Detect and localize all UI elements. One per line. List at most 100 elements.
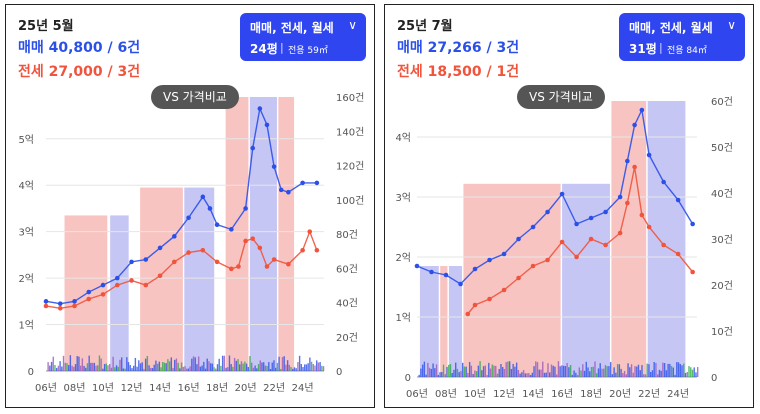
type-area-selector[interactable]: 매매, 전세, 월세 ∨ 24평 | 전용 59㎡ — [240, 13, 366, 61]
volume-bar — [616, 364, 619, 377]
volume-bar — [604, 365, 607, 377]
volume-bar — [61, 366, 63, 371]
volume-bar — [510, 368, 513, 377]
volume-bar — [632, 372, 634, 377]
volume-bar — [52, 356, 54, 371]
period-band-down — [647, 101, 686, 377]
type-area-selector[interactable]: 매매, 전세, 월세 ∨ 31평 | 전용 84㎡ — [619, 13, 745, 61]
volume-bar — [314, 365, 316, 371]
right-axis-tick-label: 10건 — [711, 326, 733, 338]
volume-bar — [146, 355, 149, 371]
volume-bar — [693, 367, 695, 377]
volume-bar — [124, 368, 126, 371]
x-axis-tick-label: 06년 — [35, 382, 57, 394]
volume-bar — [55, 367, 58, 371]
volume-bar — [643, 374, 645, 377]
volume-bar — [611, 374, 614, 377]
sale-price-point — [675, 197, 681, 203]
volume-bar — [488, 362, 490, 377]
volume-bar — [192, 356, 195, 371]
volume-bar — [503, 369, 506, 377]
chart-panel-july: 25년 7월 매매 27,266 / 3건 전세 18,500 / 1건 매매,… — [384, 4, 754, 408]
volume-bar — [107, 365, 109, 371]
volume-bar — [196, 364, 198, 371]
volume-bar — [254, 365, 256, 371]
vs-compare-button[interactable]: VS 가격비교 — [151, 85, 239, 109]
volume-bar — [162, 362, 164, 371]
sale-price-point — [574, 221, 579, 227]
x-axis-tick-label: 14년 — [522, 388, 544, 400]
vs-compare-button[interactable]: VS 가격비교 — [517, 85, 605, 109]
volume-bar — [292, 368, 294, 371]
x-axis-tick-label: 18년 — [580, 388, 602, 400]
volume-bar — [536, 362, 539, 377]
volume-bar — [576, 374, 579, 377]
sale-price-point — [250, 145, 256, 151]
sale-price-point — [646, 152, 652, 158]
volume-bar — [185, 368, 188, 371]
right-axis-tick-label: 60건 — [711, 96, 733, 108]
jeonse-price-point — [100, 292, 106, 297]
right-axis-tick-label: 50건 — [711, 142, 733, 154]
volume-bar — [441, 371, 443, 377]
volume-bar — [590, 367, 593, 377]
volume-bar — [64, 362, 66, 371]
volume-bar — [204, 368, 207, 371]
volume-bar — [672, 367, 675, 377]
volume-bar — [458, 372, 460, 377]
price-chart: 0 1억 2억 3억 4억 5억 0 20건 40건 60건 80건 100건 120건 140건 160건… — [18, 92, 364, 394]
sale-price-point — [639, 107, 645, 113]
volume-bar — [679, 364, 681, 377]
volume-bar — [561, 365, 563, 377]
jeonse-price-point — [157, 273, 163, 279]
volume-bar — [283, 356, 285, 371]
volume-bar — [309, 357, 311, 371]
sale-price-point — [207, 206, 213, 211]
volume-bar — [437, 374, 440, 377]
x-axis-tick-label: 14년 — [149, 382, 171, 394]
volume-bar — [67, 365, 70, 371]
volume-bar — [505, 362, 507, 377]
sale-price-point — [458, 281, 463, 287]
volume-bar — [594, 361, 596, 377]
volume-bar — [156, 363, 159, 371]
volume-bar — [100, 358, 102, 371]
type-selector-label: 매매, 전세, 월세 — [629, 21, 713, 35]
volume-bar — [482, 366, 485, 377]
jeonse-price-point — [472, 302, 478, 308]
volume-bar — [62, 355, 65, 371]
right-axis-tick-label: 20건 — [336, 332, 358, 344]
sale-price-point — [314, 180, 320, 186]
volume-bar — [232, 366, 234, 371]
volume-bar — [615, 372, 617, 377]
sale-price-point — [443, 272, 449, 278]
volume-bar — [634, 366, 636, 377]
volume-bar — [524, 373, 527, 377]
sale-price-point — [632, 122, 637, 128]
volume-bar — [213, 367, 215, 371]
volume-bar — [221, 355, 224, 371]
volume-bar — [182, 366, 184, 371]
volume-bar — [542, 361, 544, 377]
volume-bar — [620, 368, 622, 377]
volume-bar — [528, 373, 530, 377]
area-label: 전용 84㎡ — [667, 46, 707, 56]
volume-bar — [559, 366, 561, 377]
left-axis-tick-label: 3억 — [18, 227, 34, 239]
sale-price-point — [114, 275, 120, 281]
volume-bar — [257, 364, 260, 371]
sale-price-point — [588, 215, 594, 221]
volume-bar — [286, 360, 289, 371]
x-axis-tick-label: 24년 — [292, 382, 314, 394]
sale-price-point — [300, 180, 305, 186]
volume-bar — [194, 357, 196, 371]
right-axis-tick-label: 140건 — [336, 126, 364, 138]
sale-price-point — [414, 263, 420, 269]
volume-bar — [119, 359, 121, 371]
right-axis-tick-label: 160건 — [336, 92, 364, 104]
volume-bar — [665, 370, 668, 377]
jeonse-price-point — [286, 261, 291, 267]
left-axis-tick-label: 0 — [405, 373, 411, 384]
volume-bar — [583, 370, 586, 377]
sale-summary: 매매 27,266 / 3건 — [397, 40, 520, 56]
